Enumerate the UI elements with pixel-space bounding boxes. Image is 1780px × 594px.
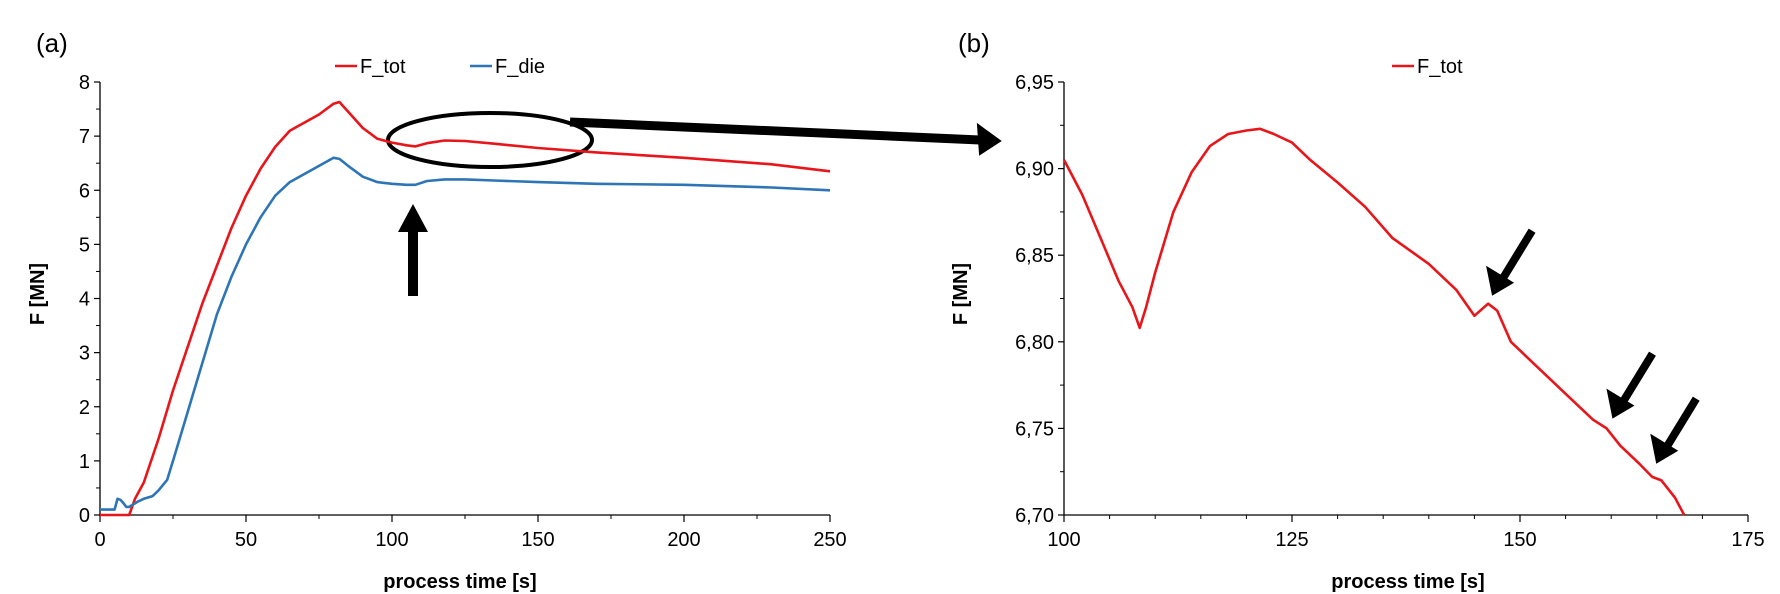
panel-b-xlabel: process time [s] <box>1331 571 1484 593</box>
panel-a-legend-label: F_die <box>495 56 545 78</box>
panel-a-x-tick-label: 100 <box>375 529 408 551</box>
kink-arrow <box>1662 396 1700 450</box>
panel-b-x-tick-label: 125 <box>1275 529 1308 551</box>
panel-a-x-tick-label: 0 <box>94 529 105 551</box>
kink-arrow <box>1498 228 1536 282</box>
panel-b-legend-label: F_tot <box>1417 56 1463 78</box>
kink-arrowhead <box>1650 433 1679 464</box>
panel-a-y-tick-label: 8 <box>79 72 90 94</box>
panel-b-y-tick-label: 6,70 <box>1015 505 1054 527</box>
zoom-arrowhead <box>976 122 1002 156</box>
panel-b-label: (b) <box>958 28 990 58</box>
panel-a-y-tick-label: 5 <box>79 234 90 256</box>
panel-a-x-tick-label: 50 <box>235 529 257 551</box>
panel-b-ylabel: F [MN] <box>950 263 972 325</box>
panel-a-y-tick-label: 7 <box>79 126 90 148</box>
panel-b-y-tick-label: 6,95 <box>1015 72 1054 94</box>
panel-a-y-tick-label: 4 <box>79 289 90 311</box>
panel-a-legend-label: F_tot <box>360 56 406 78</box>
panel-a-y-tick-label: 1 <box>79 451 90 473</box>
kink-arrowhead <box>1606 388 1635 419</box>
kink-arrow <box>1619 351 1656 405</box>
panel-b-x-tick-label: 150 <box>1503 529 1536 551</box>
panel-b-x-tick-label: 100 <box>1047 529 1080 551</box>
panel-a-label: (a) <box>36 28 68 58</box>
panel-b-y-tick-label: 6,90 <box>1015 159 1054 181</box>
panel-b-y-tick-label: 6,75 <box>1015 418 1054 440</box>
panel-a-x-tick-label: 200 <box>667 529 700 551</box>
panel-a-x-tick-label: 250 <box>813 529 846 551</box>
up-arrowhead <box>398 204 428 232</box>
panel-a-series-f-tot <box>100 100 831 517</box>
panel-b-y-tick-label: 6,85 <box>1015 245 1054 267</box>
panel-a-xlabel: process time [s] <box>383 571 536 593</box>
kink-arrowhead <box>1486 265 1515 296</box>
panel-a-y-tick-label: 0 <box>79 505 90 527</box>
panel-a-series-f-die <box>100 156 831 511</box>
panel-a-y-tick-label: 2 <box>79 397 90 419</box>
panel-a-y-tick-label: 3 <box>79 343 90 365</box>
panel-a-y-tick-label: 6 <box>79 180 90 202</box>
panel-a-x-tick-label: 150 <box>521 529 554 551</box>
zoom-arrow <box>569 117 981 145</box>
panel-b-y-tick-label: 6,80 <box>1015 332 1054 354</box>
panel-a-ylabel: F [MN] <box>27 263 49 325</box>
zoom-ellipse <box>386 111 594 169</box>
panel-b-series-f-tot <box>1062 127 1686 516</box>
panel-b-x-tick-label: 175 <box>1731 529 1764 551</box>
